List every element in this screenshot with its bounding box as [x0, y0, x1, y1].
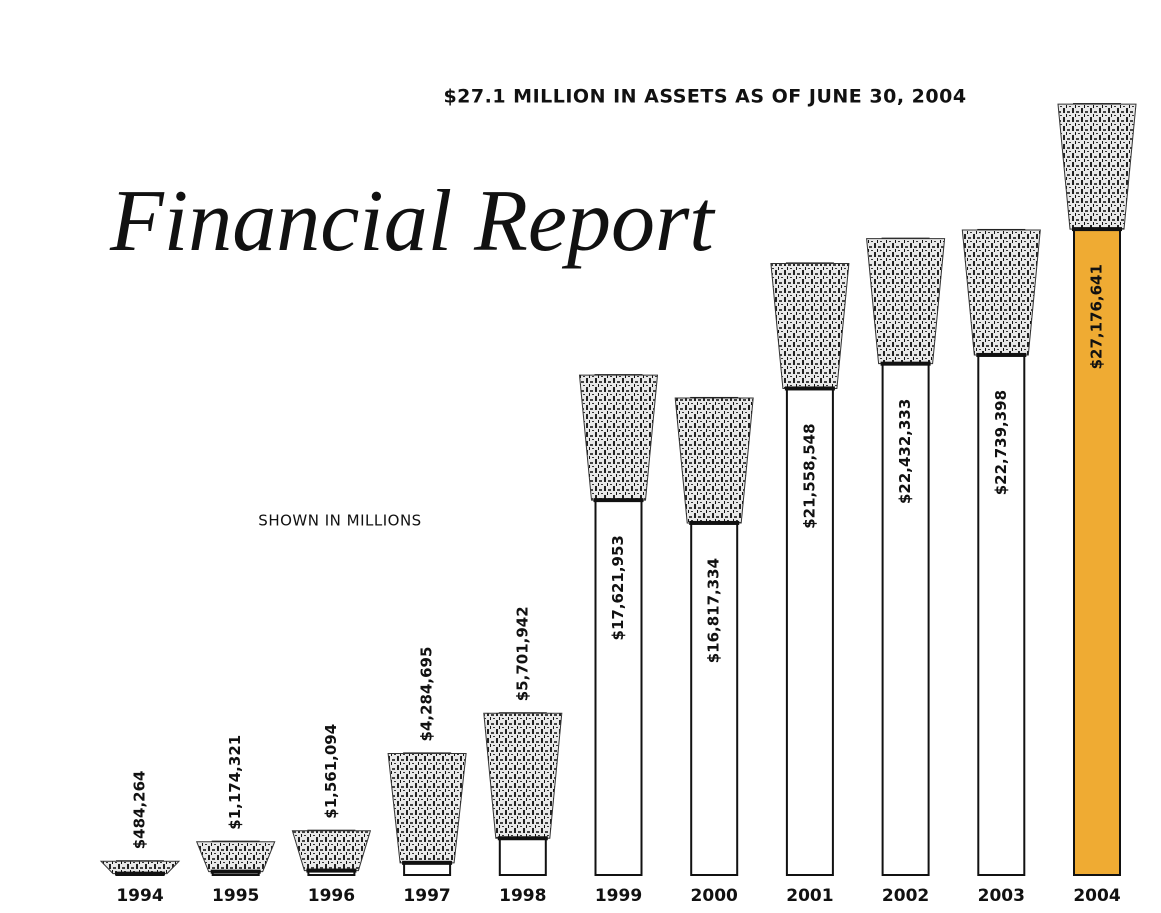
column	[578, 374, 659, 876]
capital-base	[115, 871, 165, 876]
column	[291, 829, 372, 877]
capital-base	[210, 869, 261, 874]
capital-base	[306, 868, 357, 873]
x-tick-label: 1996	[308, 886, 355, 906]
value-label: $484,264	[131, 770, 149, 849]
value-label: $27,176,641	[1088, 264, 1106, 369]
column-capital	[961, 229, 1041, 356]
capital-base	[497, 836, 548, 841]
value-label: $21,558,548	[800, 423, 818, 528]
value-label: $22,432,333	[896, 399, 914, 504]
chart-title: $27.1 MILLION IN ASSETS AS OF JUNE 30, 2…	[443, 86, 966, 108]
column	[387, 752, 467, 876]
value-label: $1,561,094	[322, 724, 340, 819]
column	[866, 237, 946, 876]
column	[770, 262, 850, 876]
column	[483, 712, 563, 876]
column-capital	[674, 397, 754, 524]
value-label: $16,817,334	[705, 558, 723, 663]
column-capital	[387, 752, 467, 864]
x-tick-label: 2004	[1073, 886, 1120, 906]
capital-base	[1072, 227, 1122, 232]
capital-base	[593, 498, 644, 503]
column-capital	[291, 830, 372, 872]
column-capital	[578, 374, 659, 501]
x-tick-label: 2000	[691, 886, 738, 906]
x-tick-label: 1997	[403, 886, 450, 906]
subtitle: SHOWN IN MILLIONS	[258, 512, 421, 530]
capital-base	[689, 520, 740, 525]
column	[99, 860, 181, 877]
column-capital	[195, 841, 276, 873]
column-capital	[99, 860, 181, 875]
column-capital	[483, 712, 563, 839]
x-tick-label: 1995	[212, 886, 259, 906]
column	[674, 396, 754, 876]
x-tick-label: 1994	[116, 886, 163, 906]
capital-base	[784, 386, 835, 391]
x-tick-label: 1998	[499, 886, 546, 906]
value-label: $22,739,398	[992, 390, 1010, 495]
heading: Financial Report	[109, 173, 716, 270]
column-capital	[1057, 103, 1137, 230]
capital-base	[976, 352, 1027, 357]
column	[1057, 103, 1137, 876]
column	[961, 228, 1041, 876]
x-tick-label: 2003	[978, 886, 1025, 906]
value-label: $17,621,953	[609, 535, 627, 640]
x-tick-label: 2002	[882, 886, 929, 906]
x-tick-label: 2001	[786, 886, 833, 906]
value-label: $5,701,942	[513, 606, 531, 701]
capital-base	[880, 361, 931, 366]
column-capital	[866, 238, 946, 365]
column	[195, 840, 276, 876]
value-label: $1,174,321	[226, 735, 244, 830]
column-capital	[770, 262, 850, 389]
capital-base	[402, 860, 453, 865]
value-label: $4,284,695	[418, 647, 436, 742]
bar	[1073, 103, 1121, 876]
x-tick-label: 1999	[595, 886, 642, 906]
